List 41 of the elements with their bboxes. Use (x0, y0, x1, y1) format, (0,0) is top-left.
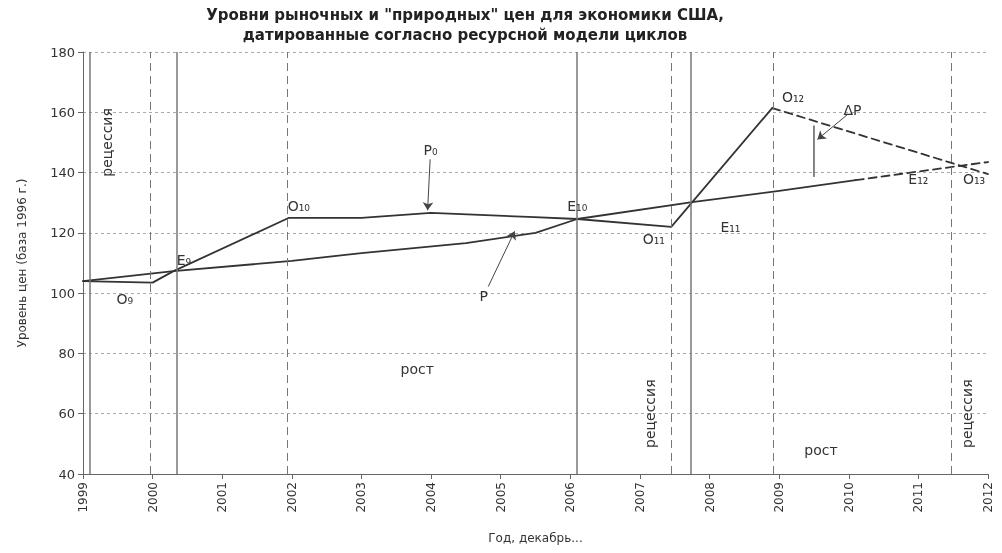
annotation: рецессия (642, 379, 659, 448)
annotation: E₁₂ (908, 170, 929, 187)
x-tick-label: 2010 (841, 482, 856, 513)
y-tick-label: 160 (50, 104, 75, 120)
annotation: ΔP (843, 102, 862, 119)
y-tick-label: 40 (58, 466, 75, 482)
annotation: O₉ (116, 291, 134, 308)
annotation: O₁₀ (287, 197, 311, 214)
y-tick-label: 60 (58, 406, 75, 422)
x-tick-label: 2002 (284, 482, 299, 513)
x-tick-label: 2011 (911, 482, 926, 513)
x-tick-label: 2005 (493, 482, 508, 513)
annotation: E₁₁ (720, 218, 741, 235)
annotation: рецессия (959, 379, 976, 448)
x-tick-label: 2001 (215, 482, 230, 513)
y-tick-label: 140 (50, 165, 75, 181)
y-tick-label: 100 (50, 285, 75, 301)
annotation: O₁₃ (962, 170, 986, 187)
annotation: P (479, 288, 488, 305)
x-tick-label: 2000 (145, 482, 160, 513)
x-tick-label: 2003 (354, 482, 369, 513)
x-axis-title: Год, декабрь... (488, 531, 583, 545)
annotation: рост (400, 360, 434, 377)
x-tick-label: 2012 (981, 482, 995, 513)
y-tick-label: 120 (50, 225, 75, 241)
annotation: рецессия (99, 108, 116, 177)
annotation: рост (804, 441, 838, 458)
x-tick-label: 2008 (702, 482, 717, 513)
y-axis-title: Уровень цен (база 1996 г.) (15, 178, 29, 348)
annotation: O₁₁ (642, 230, 665, 247)
annotation: E₁₀ (567, 197, 588, 214)
y-tick-label: 180 (50, 44, 75, 60)
x-tick-label: 2004 (424, 482, 439, 513)
x-tick-label: 2007 (632, 482, 647, 513)
x-tick-label: 2009 (772, 482, 787, 513)
annotation: P₀ (423, 142, 439, 159)
x-tick-label: 1999 (76, 482, 90, 513)
x-tick-label: 2006 (563, 482, 578, 513)
chart-title: Уровни рыночных и "природных" цен для экономики США, датированные согласно ресурсной модели циклов (206, 6, 724, 44)
y-tick-label: 80 (58, 345, 75, 361)
annotation: O₁₂ (781, 89, 805, 106)
